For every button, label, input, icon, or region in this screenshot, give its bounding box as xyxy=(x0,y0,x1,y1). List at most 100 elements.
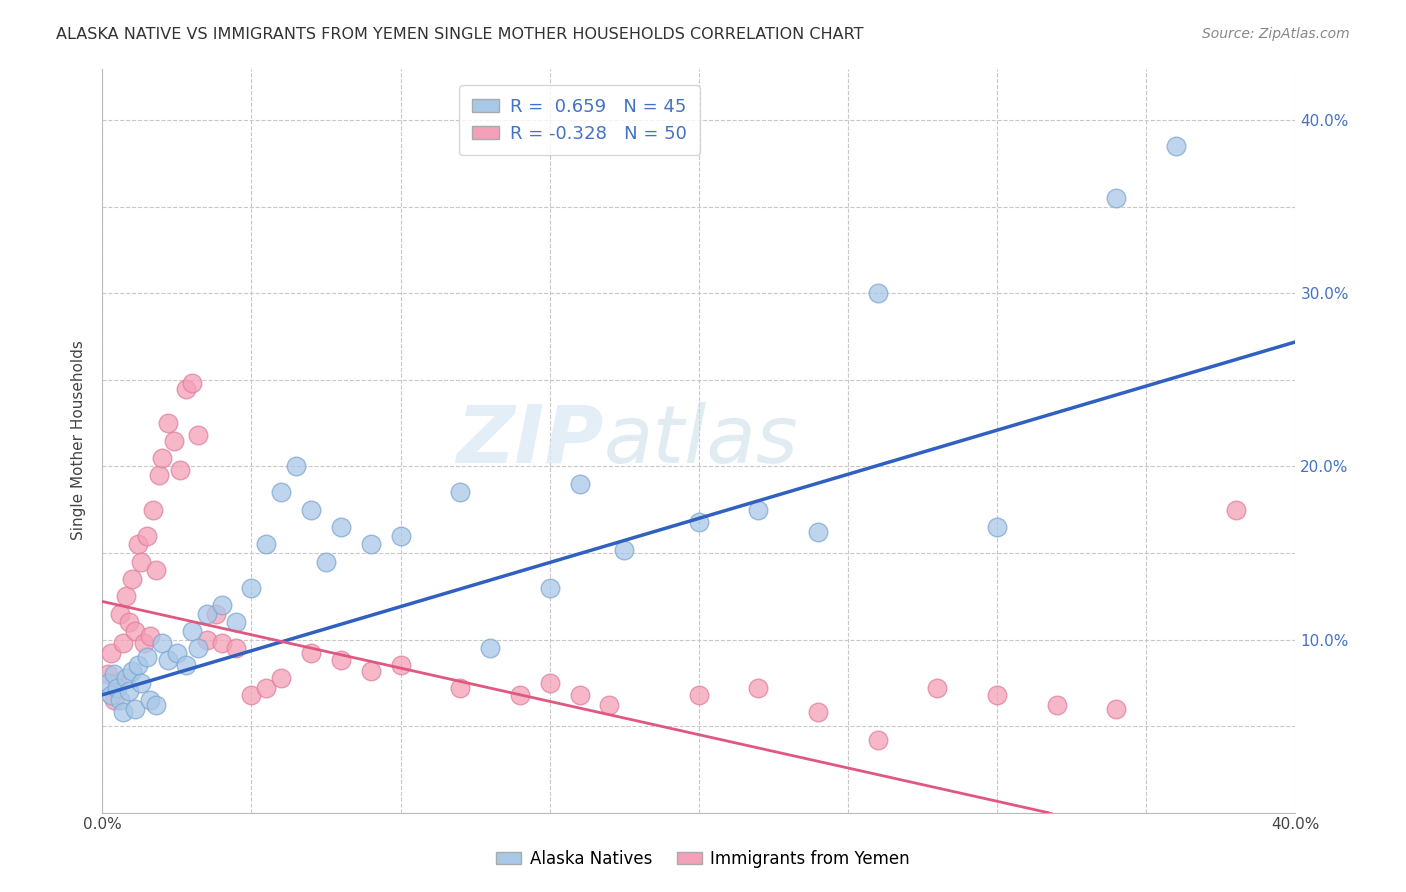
Point xyxy=(166,646,188,660)
Point xyxy=(136,649,159,664)
Point xyxy=(105,675,128,690)
Text: ZIP: ZIP xyxy=(456,401,603,480)
Legend: Alaska Natives, Immigrants from Yemen: Alaska Natives, Immigrants from Yemen xyxy=(489,844,917,875)
Point xyxy=(180,376,202,391)
Point xyxy=(195,607,218,621)
Point xyxy=(103,667,125,681)
Point xyxy=(112,705,135,719)
Point xyxy=(121,664,143,678)
Point xyxy=(254,681,277,695)
Point xyxy=(329,520,352,534)
Point xyxy=(105,681,128,695)
Point xyxy=(240,688,263,702)
Legend: R =  0.659   N = 45, R = -0.328   N = 50: R = 0.659 N = 45, R = -0.328 N = 50 xyxy=(460,85,700,155)
Point xyxy=(150,450,173,465)
Point xyxy=(169,463,191,477)
Point xyxy=(568,476,591,491)
Point xyxy=(103,693,125,707)
Point xyxy=(121,572,143,586)
Point xyxy=(285,459,308,474)
Point xyxy=(538,581,561,595)
Point xyxy=(124,702,146,716)
Point xyxy=(225,641,247,656)
Point xyxy=(538,675,561,690)
Point xyxy=(807,705,830,719)
Point xyxy=(598,698,620,713)
Point xyxy=(129,675,152,690)
Point xyxy=(174,658,197,673)
Point xyxy=(866,732,889,747)
Point xyxy=(100,688,122,702)
Point xyxy=(156,416,179,430)
Point xyxy=(688,515,710,529)
Point xyxy=(299,502,322,516)
Point xyxy=(180,624,202,638)
Point xyxy=(449,485,471,500)
Point xyxy=(108,693,131,707)
Point xyxy=(139,629,162,643)
Point xyxy=(163,434,186,448)
Point xyxy=(118,684,141,698)
Point xyxy=(927,681,949,695)
Point xyxy=(866,286,889,301)
Point xyxy=(360,664,382,678)
Point xyxy=(747,681,769,695)
Point xyxy=(97,675,120,690)
Point xyxy=(211,598,233,612)
Point xyxy=(1046,698,1069,713)
Point xyxy=(150,636,173,650)
Point xyxy=(132,636,155,650)
Point xyxy=(225,615,247,630)
Point xyxy=(747,502,769,516)
Point xyxy=(142,502,165,516)
Point xyxy=(97,667,120,681)
Point xyxy=(145,698,167,713)
Point xyxy=(389,529,412,543)
Point xyxy=(270,485,292,500)
Point xyxy=(509,688,531,702)
Point xyxy=(204,607,226,621)
Point xyxy=(211,636,233,650)
Point xyxy=(270,671,292,685)
Text: Source: ZipAtlas.com: Source: ZipAtlas.com xyxy=(1202,27,1350,41)
Point xyxy=(807,525,830,540)
Point xyxy=(688,688,710,702)
Point xyxy=(145,563,167,577)
Point xyxy=(112,636,135,650)
Point xyxy=(187,641,209,656)
Point xyxy=(108,607,131,621)
Text: atlas: atlas xyxy=(603,401,799,480)
Point xyxy=(240,581,263,595)
Point xyxy=(568,688,591,702)
Point xyxy=(986,688,1008,702)
Point xyxy=(127,537,149,551)
Point xyxy=(148,468,170,483)
Point xyxy=(174,382,197,396)
Point xyxy=(479,641,502,656)
Point xyxy=(129,555,152,569)
Point xyxy=(613,542,636,557)
Point xyxy=(118,615,141,630)
Point xyxy=(1105,702,1128,716)
Point xyxy=(187,428,209,442)
Point xyxy=(115,671,138,685)
Point xyxy=(1225,502,1247,516)
Point xyxy=(1166,139,1188,153)
Point xyxy=(254,537,277,551)
Point xyxy=(100,646,122,660)
Point xyxy=(329,653,352,667)
Point xyxy=(1105,191,1128,205)
Point xyxy=(195,632,218,647)
Point xyxy=(986,520,1008,534)
Point xyxy=(136,529,159,543)
Point xyxy=(315,555,337,569)
Point xyxy=(115,589,138,603)
Point xyxy=(139,693,162,707)
Point xyxy=(127,658,149,673)
Point xyxy=(299,646,322,660)
Point xyxy=(124,624,146,638)
Point xyxy=(360,537,382,551)
Text: ALASKA NATIVE VS IMMIGRANTS FROM YEMEN SINGLE MOTHER HOUSEHOLDS CORRELATION CHAR: ALASKA NATIVE VS IMMIGRANTS FROM YEMEN S… xyxy=(56,27,863,42)
Point xyxy=(389,658,412,673)
Point xyxy=(449,681,471,695)
